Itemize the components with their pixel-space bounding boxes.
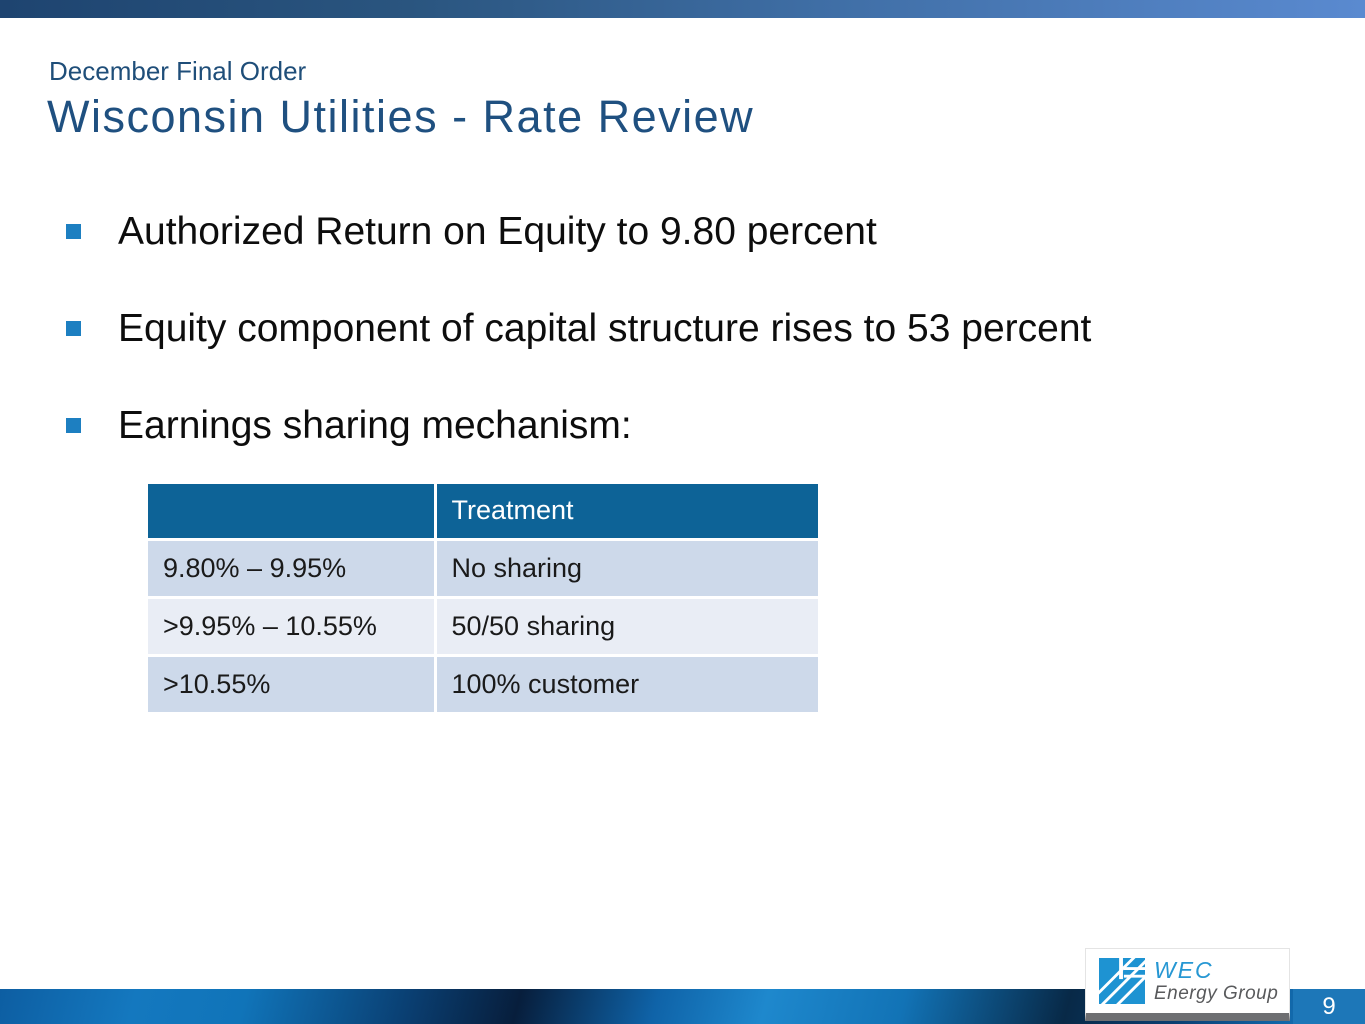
bullet-list: Authorized Return on Equity to 9.80 perc… — [66, 208, 1091, 499]
logo-subname: Energy Group — [1154, 983, 1279, 1004]
wec-logo: WEC Energy Group — [1085, 948, 1290, 1021]
earnings-sharing-table: Treatment 9.80% – 9.95% No sharing >9.95… — [148, 484, 818, 715]
table-cell-treatment: 50/50 sharing — [435, 597, 818, 657]
bullet-text: Equity component of capital structure ri… — [118, 307, 1092, 350]
table-row: 9.80% – 9.95% No sharing — [148, 539, 818, 599]
list-item: Earnings sharing mechanism: — [66, 402, 1091, 449]
table-row: >10.55% 100% customer — [148, 655, 818, 715]
table-header-roe-range — [148, 484, 437, 541]
table-cell-range: >10.55% — [148, 655, 437, 715]
page-number: 9 — [1322, 992, 1336, 1020]
bullet-square-icon — [66, 224, 81, 239]
table-cell-treatment: 100% customer — [435, 655, 818, 715]
table-header-treatment: Treatment — [435, 484, 818, 541]
logo-name: WEC — [1154, 957, 1214, 983]
bullet-square-icon — [66, 418, 81, 433]
bullet-square-icon — [66, 321, 81, 336]
wec-logo-icon — [1099, 958, 1145, 1004]
table-cell-range: 9.80% – 9.95% — [148, 539, 437, 599]
table-row: >9.95% – 10.55% 50/50 sharing — [148, 597, 818, 657]
list-item: Equity component of capital structure ri… — [66, 305, 1091, 352]
table-header-row: Treatment — [148, 484, 818, 541]
list-item: Authorized Return on Equity to 9.80 perc… — [66, 208, 1091, 255]
page-title: Wisconsin Utilities - Rate Review — [47, 91, 755, 142]
wec-logo-text: WEC Energy Group — [1154, 957, 1279, 1004]
table-cell-treatment: No sharing — [435, 539, 818, 599]
bullet-text: Earnings sharing mechanism: — [118, 404, 632, 447]
table-cell-range: >9.95% – 10.55% — [148, 597, 437, 657]
top-gradient-bar — [0, 0, 1365, 18]
slide-kicker: December Final Order — [49, 56, 307, 86]
bullet-text: Authorized Return on Equity to 9.80 perc… — [118, 210, 877, 253]
page-number-box: 9 — [1293, 989, 1365, 1024]
